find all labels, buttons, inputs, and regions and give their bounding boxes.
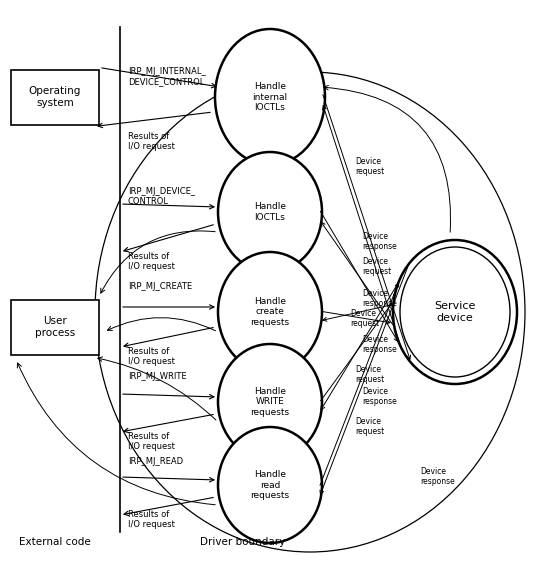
Text: User
process: User process <box>35 316 75 338</box>
Text: Device
response: Device response <box>362 387 397 406</box>
Text: Handle
create
requests: Handle create requests <box>250 297 289 327</box>
Text: IRP_MJ_WRITE: IRP_MJ_WRITE <box>128 372 186 381</box>
Text: Device
request: Device request <box>355 417 384 437</box>
Text: IRP_MJ_CREATE: IRP_MJ_CREATE <box>128 282 192 291</box>
Text: External code: External code <box>19 537 91 547</box>
Ellipse shape <box>218 427 322 543</box>
Text: Service
device: Service device <box>434 301 476 323</box>
Ellipse shape <box>218 252 322 372</box>
Bar <box>11 69 99 124</box>
Text: IRP_MJ_INTERNAL_
DEVICE_CONTROL: IRP_MJ_INTERNAL_ DEVICE_CONTROL <box>128 67 206 86</box>
Text: Device
request: Device request <box>355 365 384 384</box>
Text: Device
response: Device response <box>362 232 397 251</box>
Text: Results of
I/O request: Results of I/O request <box>128 347 175 367</box>
Bar <box>11 299 99 354</box>
Text: Device
response: Device response <box>362 289 397 309</box>
Text: Results of
I/O request: Results of I/O request <box>128 252 175 272</box>
Ellipse shape <box>95 72 525 552</box>
Text: Handle
WRITE
requests: Handle WRITE requests <box>250 387 289 417</box>
Text: Handle
IOCTLs: Handle IOCTLs <box>254 202 286 222</box>
Text: Device
request: Device request <box>362 257 391 276</box>
Text: Handle
internal
IOCTLs: Handle internal IOCTLs <box>252 82 288 112</box>
Text: Handle
read
requests: Handle read requests <box>250 470 289 500</box>
Ellipse shape <box>218 152 322 272</box>
Text: Device
request: Device request <box>350 309 380 328</box>
Ellipse shape <box>218 344 322 460</box>
Text: Results of
I/O request: Results of I/O request <box>128 132 175 151</box>
Text: Device
response: Device response <box>420 467 455 486</box>
Text: Device
response: Device response <box>362 335 397 354</box>
Text: Driver boundary: Driver boundary <box>200 537 285 547</box>
Text: Results of
I/O request: Results of I/O request <box>128 432 175 452</box>
Ellipse shape <box>215 29 325 165</box>
Text: Operating
system: Operating system <box>29 86 81 108</box>
Text: Results of
I/O request: Results of I/O request <box>128 510 175 529</box>
Ellipse shape <box>400 247 510 377</box>
Text: IRP_MJ_DEVICE_
CONTROL: IRP_MJ_DEVICE_ CONTROL <box>128 187 195 206</box>
Text: IRP_MJ_READ: IRP_MJ_READ <box>128 457 183 466</box>
Ellipse shape <box>393 240 517 384</box>
Text: Device
request: Device request <box>355 157 384 177</box>
